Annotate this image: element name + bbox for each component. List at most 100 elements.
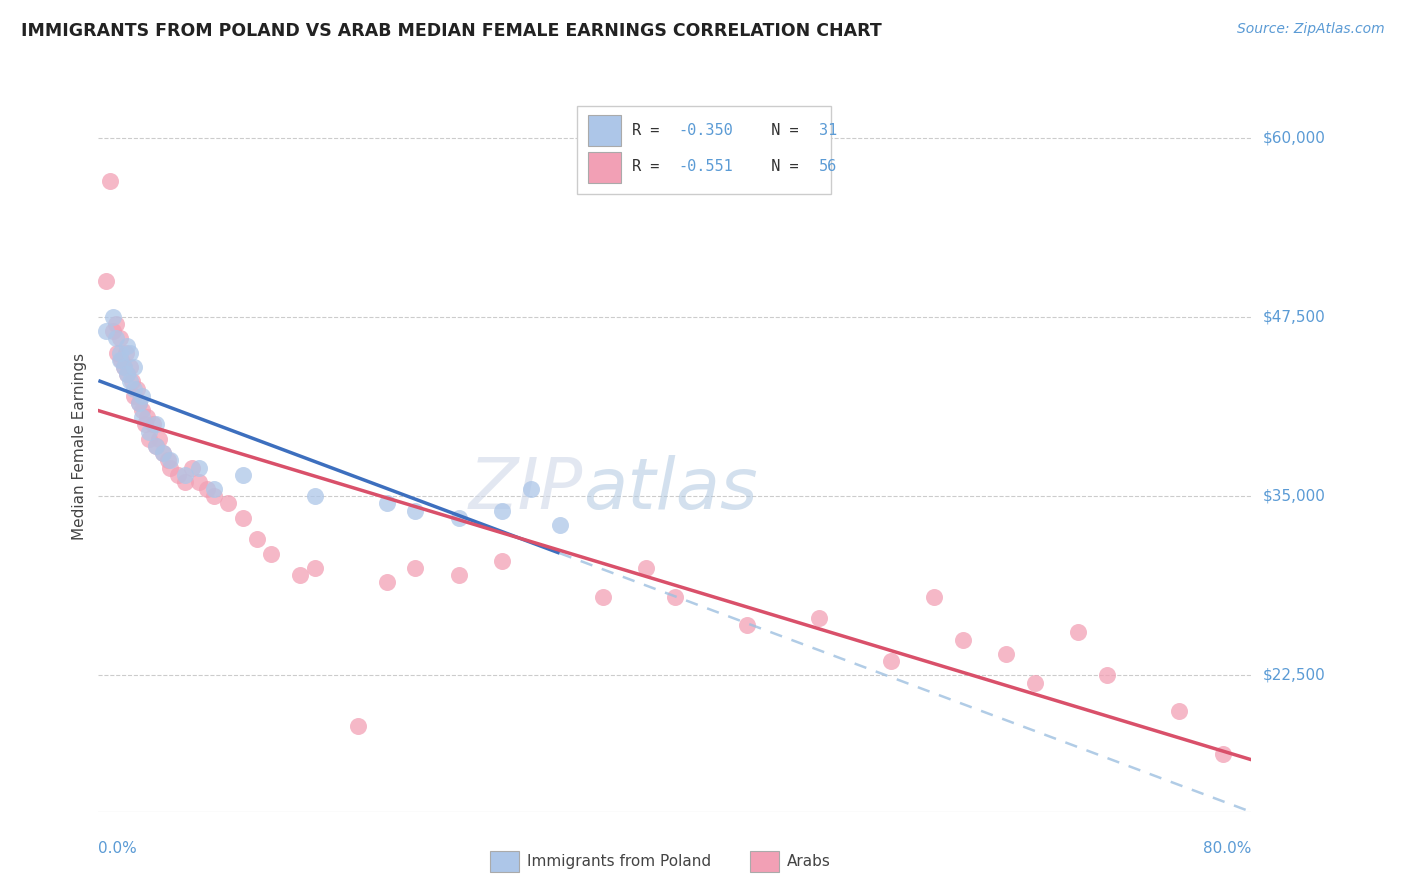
Point xyxy=(117,368,139,382)
Point xyxy=(145,417,167,432)
Point xyxy=(114,345,136,359)
Text: Source: ZipAtlas.com: Source: ZipAtlas.com xyxy=(1237,22,1385,37)
Point xyxy=(124,382,146,396)
Text: Immigrants from Poland: Immigrants from Poland xyxy=(527,854,711,869)
Point xyxy=(152,446,174,460)
Point xyxy=(124,389,146,403)
Point xyxy=(491,554,513,568)
Point xyxy=(117,338,139,352)
Text: IMMIGRANTS FROM POLAND VS ARAB MEDIAN FEMALE EARNINGS CORRELATION CHART: IMMIGRANTS FROM POLAND VS ARAB MEDIAN FE… xyxy=(21,22,882,40)
Point xyxy=(195,482,218,496)
Bar xyxy=(491,851,519,871)
Bar xyxy=(589,115,620,146)
Text: $22,500: $22,500 xyxy=(1263,668,1326,683)
Point xyxy=(260,547,283,561)
Point xyxy=(592,590,614,604)
Point xyxy=(995,647,1018,661)
Point xyxy=(664,590,686,604)
Point xyxy=(346,719,368,733)
Text: Arabs: Arabs xyxy=(787,854,831,869)
Y-axis label: Median Female Earnings: Median Female Earnings xyxy=(72,352,87,540)
Point xyxy=(108,353,131,368)
Text: $60,000: $60,000 xyxy=(1263,130,1326,145)
Point xyxy=(121,375,143,389)
Text: 0.0%: 0.0% xyxy=(98,841,138,856)
Point xyxy=(112,360,135,375)
Point xyxy=(375,575,398,590)
Point xyxy=(120,360,142,375)
Point xyxy=(188,460,211,475)
Point xyxy=(148,432,170,446)
Point xyxy=(202,482,225,496)
Text: -0.551: -0.551 xyxy=(678,159,733,174)
Point xyxy=(117,368,139,382)
Point xyxy=(188,475,211,489)
Point xyxy=(1097,668,1119,682)
Point xyxy=(131,403,153,417)
Point xyxy=(880,654,903,668)
Point xyxy=(145,439,167,453)
Point xyxy=(405,503,427,517)
Point xyxy=(924,590,946,604)
Point xyxy=(108,345,131,359)
Point xyxy=(375,496,398,510)
Point xyxy=(136,410,159,425)
Text: $35,000: $35,000 xyxy=(1263,489,1326,504)
Point xyxy=(181,460,204,475)
Text: atlas: atlas xyxy=(582,456,758,524)
Text: -0.350: -0.350 xyxy=(678,122,733,137)
Point xyxy=(174,475,197,489)
Point xyxy=(120,345,142,359)
Point xyxy=(124,360,146,375)
Point xyxy=(104,331,127,345)
Point xyxy=(156,453,179,467)
Point xyxy=(120,375,142,389)
Point xyxy=(217,496,239,510)
Point xyxy=(808,611,831,625)
Point xyxy=(447,568,470,582)
Point xyxy=(246,533,269,547)
Point xyxy=(145,439,167,453)
Point xyxy=(304,561,326,575)
Point xyxy=(110,353,132,368)
Point xyxy=(159,453,181,467)
Point xyxy=(101,324,124,338)
Point xyxy=(105,345,128,359)
Point xyxy=(127,382,149,396)
Point xyxy=(636,561,658,575)
Point xyxy=(520,482,543,496)
Point xyxy=(405,561,427,575)
Point xyxy=(128,396,150,410)
Point xyxy=(108,331,131,345)
Point xyxy=(548,517,571,532)
Point xyxy=(128,396,150,410)
Bar xyxy=(749,851,779,871)
Point xyxy=(174,467,197,482)
Text: N =: N = xyxy=(754,122,808,137)
Text: R =: R = xyxy=(633,159,669,174)
Point xyxy=(159,460,181,475)
Text: R =: R = xyxy=(633,122,669,137)
Point xyxy=(1067,625,1090,640)
Text: 31: 31 xyxy=(820,122,837,137)
Point xyxy=(231,510,254,524)
Point xyxy=(104,317,127,331)
Bar xyxy=(576,106,831,194)
Point xyxy=(134,417,156,432)
Point xyxy=(202,489,225,503)
Point xyxy=(447,510,470,524)
Point xyxy=(952,632,974,647)
Point xyxy=(94,274,117,288)
Point xyxy=(131,389,153,403)
Point xyxy=(101,310,124,324)
Text: ZIP: ZIP xyxy=(468,456,582,524)
Text: $47,500: $47,500 xyxy=(1263,310,1326,325)
Point xyxy=(131,410,153,425)
Point xyxy=(152,446,174,460)
Point xyxy=(112,360,135,375)
Point xyxy=(304,489,326,503)
Point xyxy=(142,417,165,432)
Point xyxy=(735,618,758,632)
Point xyxy=(491,503,513,517)
Point xyxy=(290,568,312,582)
